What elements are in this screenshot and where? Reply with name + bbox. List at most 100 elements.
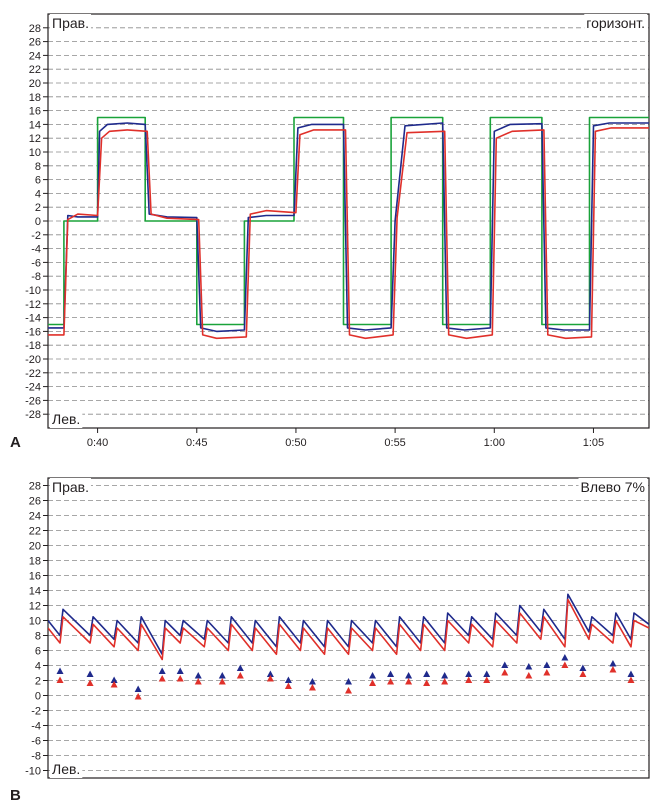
y-tick-label: 6 bbox=[35, 175, 41, 187]
y-tick-label: -12 bbox=[25, 299, 41, 311]
y-tick-label: 22 bbox=[29, 64, 41, 76]
marker-red bbox=[134, 693, 142, 700]
marker-red bbox=[423, 679, 431, 686]
y-tick-label: 18 bbox=[29, 92, 41, 104]
corner-label-top-right: горизонт. bbox=[586, 15, 645, 31]
corner-label-top-left: Прав. bbox=[52, 15, 89, 31]
marker-blue bbox=[579, 664, 587, 671]
corner-label-bottom-left: Лев. bbox=[52, 411, 80, 427]
y-tick-label: 20 bbox=[29, 78, 41, 90]
corner-label-bg bbox=[50, 760, 83, 778]
y-tick-label: 6 bbox=[35, 646, 41, 658]
marker-blue bbox=[236, 664, 244, 671]
marker-red bbox=[284, 682, 292, 689]
x-tick-label: 0:50 bbox=[285, 437, 306, 449]
y-tick-label: -6 bbox=[31, 257, 41, 269]
marker-blue bbox=[194, 672, 202, 679]
y-tick-label: 24 bbox=[29, 50, 41, 62]
y-tick-label: 8 bbox=[35, 161, 41, 173]
marker-red bbox=[308, 684, 316, 691]
marker-blue bbox=[405, 672, 413, 679]
y-tick-label: 14 bbox=[29, 119, 41, 131]
y-tick-label: -20 bbox=[25, 354, 41, 366]
marker-blue bbox=[134, 685, 142, 692]
y-tick-label: -16 bbox=[25, 326, 41, 338]
y-tick-label: 10 bbox=[29, 147, 41, 159]
y-tick-label: 4 bbox=[35, 188, 41, 200]
marker-blue bbox=[284, 676, 292, 683]
y-tick-label: -22 bbox=[25, 368, 41, 380]
panel-a: -28-26-24-22-20-18-16-14-12-10-8-6-4-202… bbox=[10, 13, 650, 451]
marker-red bbox=[405, 678, 413, 685]
marker-red bbox=[158, 675, 166, 682]
y-tick-label: -2 bbox=[31, 706, 41, 718]
series-line-blue bbox=[48, 122, 649, 333]
marker-blue bbox=[423, 670, 431, 677]
marker-blue bbox=[56, 667, 64, 674]
marker-red bbox=[579, 670, 587, 677]
y-tick-label: 12 bbox=[29, 601, 41, 613]
panel-letter: A bbox=[10, 434, 21, 451]
series-line-red bbox=[48, 598, 649, 661]
marker-red bbox=[627, 676, 635, 683]
series-line-stimulus bbox=[48, 116, 649, 326]
y-tick-label: -24 bbox=[25, 382, 41, 394]
corner-label-top-left: Прав. bbox=[52, 479, 89, 495]
y-tick-label: -8 bbox=[31, 751, 41, 763]
marker-red bbox=[218, 678, 226, 685]
marker-blue bbox=[465, 670, 473, 677]
marker-blue bbox=[543, 661, 551, 668]
y-tick-label: 8 bbox=[35, 631, 41, 643]
marker-red bbox=[465, 676, 473, 683]
y-tick-label: 26 bbox=[29, 37, 41, 49]
corner-label-bg bbox=[50, 478, 91, 496]
marker-red bbox=[266, 675, 274, 682]
marker-blue bbox=[441, 672, 449, 679]
y-tick-label: 4 bbox=[35, 661, 41, 673]
marker-red bbox=[194, 678, 202, 685]
corner-label-bottom-left: Лев. bbox=[52, 761, 80, 777]
marker-red bbox=[345, 687, 352, 694]
marker-red bbox=[441, 678, 449, 685]
panel-letter: B bbox=[10, 787, 21, 804]
y-tick-label: 22 bbox=[29, 526, 41, 538]
y-tick-label: -14 bbox=[25, 313, 41, 325]
marker-blue bbox=[387, 670, 395, 677]
y-tick-label: 0 bbox=[35, 216, 41, 228]
marker-red bbox=[609, 666, 617, 673]
marker-blue bbox=[483, 670, 491, 677]
marker-red bbox=[543, 669, 551, 676]
marker-blue bbox=[110, 676, 118, 683]
y-tick-label: -4 bbox=[31, 244, 41, 256]
x-tick-label: 0:45 bbox=[186, 437, 207, 449]
marker-blue bbox=[609, 660, 617, 667]
corner-label-bg bbox=[584, 14, 647, 32]
marker-red bbox=[501, 669, 509, 676]
marker-blue bbox=[627, 670, 635, 677]
y-tick-label: -10 bbox=[25, 285, 41, 297]
y-tick-label: -28 bbox=[25, 409, 41, 421]
corner-label-bg bbox=[50, 410, 83, 428]
series-line-red bbox=[48, 127, 649, 340]
y-tick-label: -2 bbox=[31, 230, 41, 242]
y-tick-label: -6 bbox=[31, 736, 41, 748]
marker-blue bbox=[501, 661, 509, 668]
y-tick-label: 2 bbox=[35, 202, 41, 214]
x-tick-label: 0:55 bbox=[384, 437, 405, 449]
y-tick-label: -10 bbox=[25, 766, 41, 778]
marker-red bbox=[56, 676, 64, 683]
marker-red bbox=[525, 672, 533, 679]
y-tick-label: 16 bbox=[29, 106, 41, 118]
marker-blue bbox=[525, 663, 533, 670]
marker-blue bbox=[369, 672, 377, 679]
y-tick-label: 26 bbox=[29, 496, 41, 508]
marker-red bbox=[86, 679, 94, 686]
y-tick-label: 20 bbox=[29, 541, 41, 553]
corner-label-top-right: Влево 7% bbox=[581, 479, 645, 495]
plot-frame bbox=[47, 477, 650, 779]
marker-blue bbox=[308, 678, 316, 685]
corner-label-bg bbox=[50, 14, 91, 32]
marker-red bbox=[236, 672, 244, 679]
